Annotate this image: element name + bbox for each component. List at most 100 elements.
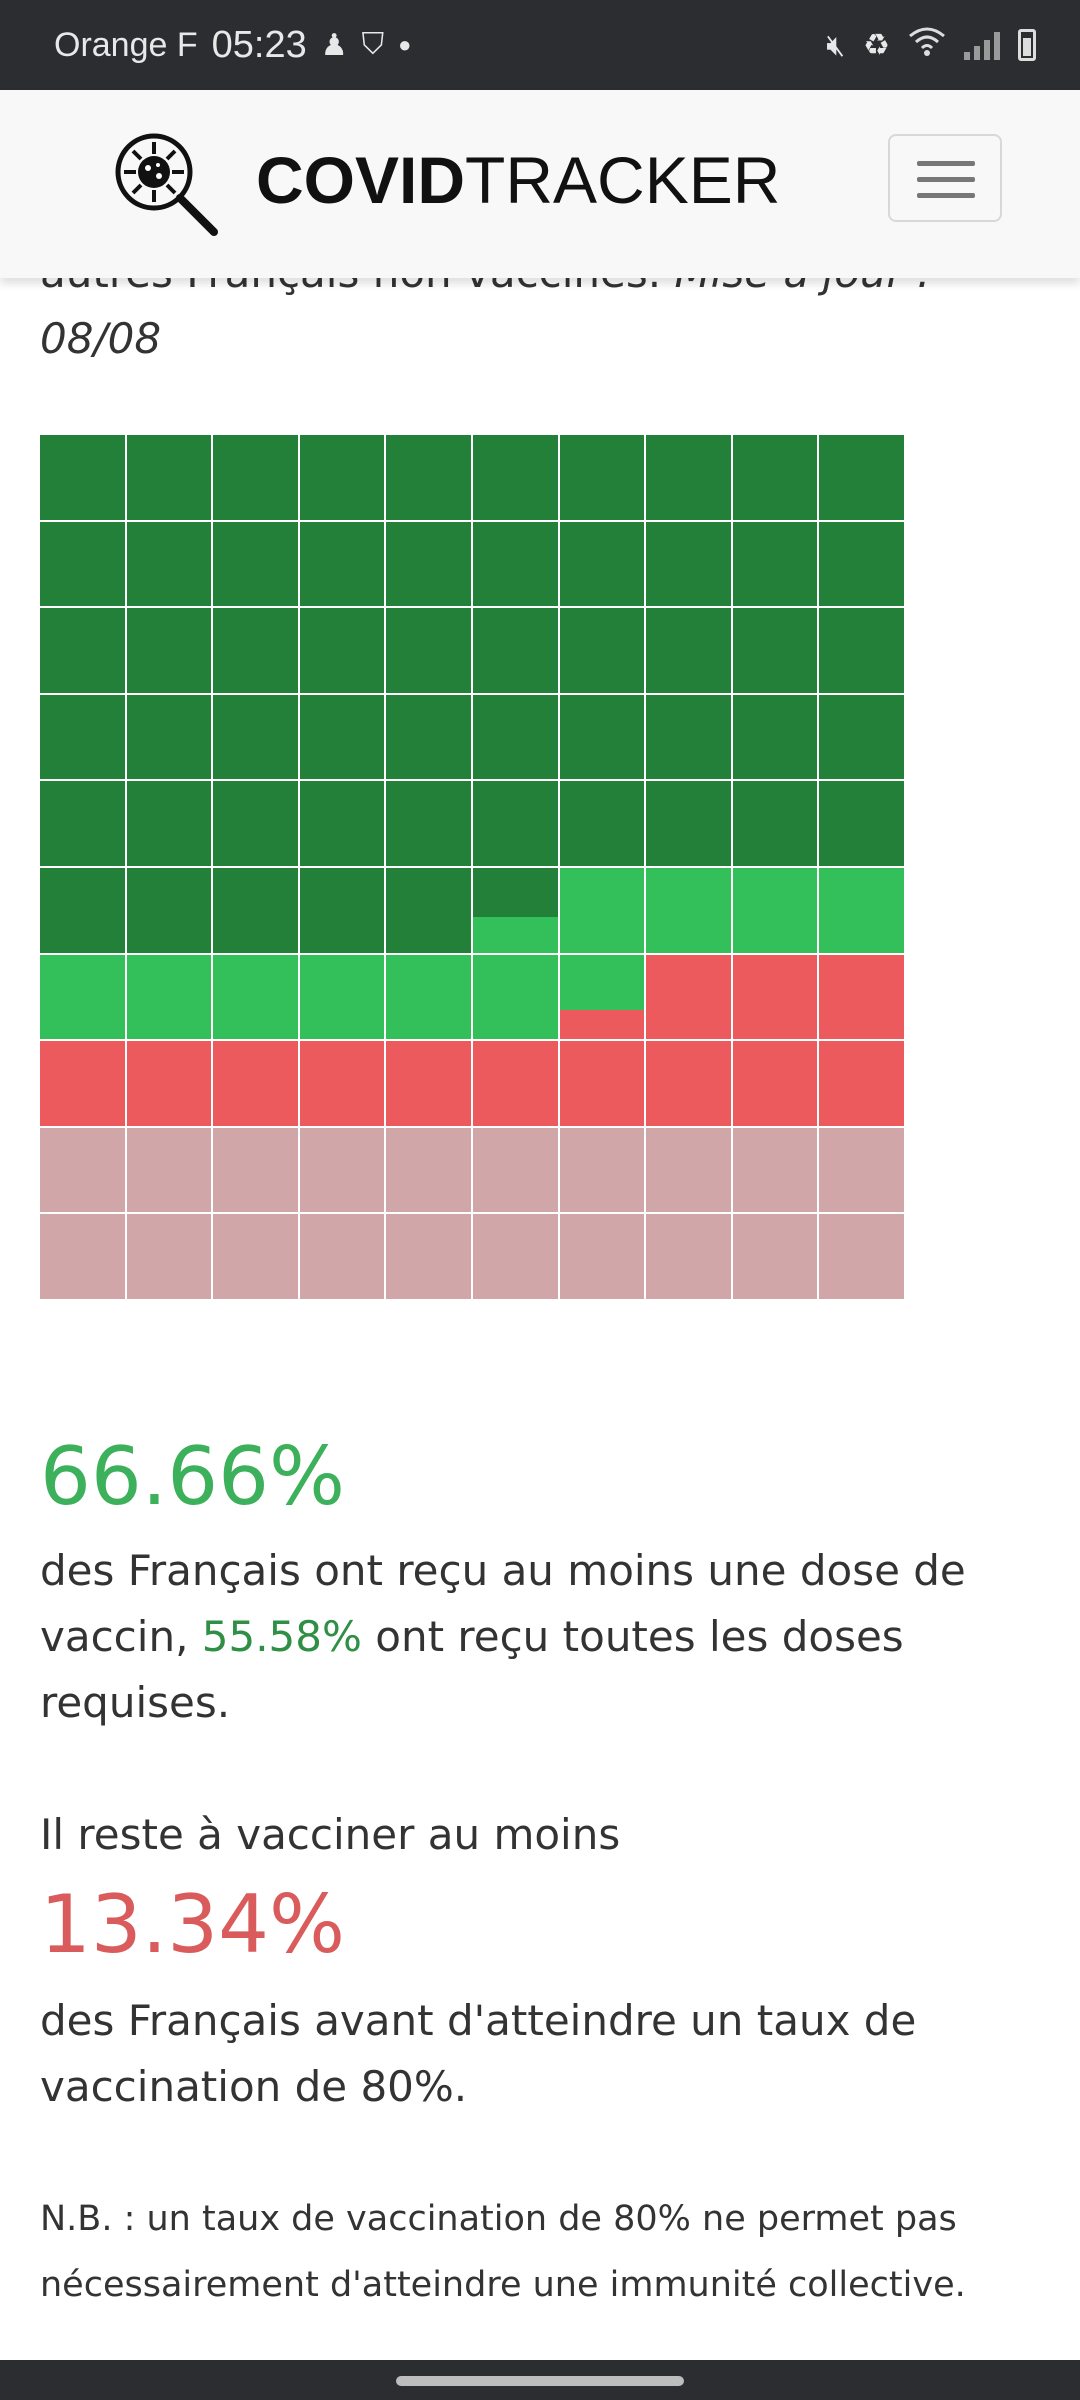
remaining-text: des Français avant d'atteindre un taux d…: [40, 1996, 917, 2111]
waffle-cell: [559, 1127, 645, 1213]
wifi-icon: [908, 26, 946, 64]
signal-icon: [964, 30, 1000, 60]
waffle-cell: [819, 781, 904, 866]
navbar: COVIDTRACKER: [0, 90, 1080, 278]
system-navigation-bar: [0, 2360, 1080, 2400]
waffle-cell: [732, 954, 818, 1040]
waffle-cell: [213, 954, 298, 1040]
waffle-cell: [299, 608, 385, 693]
dot-icon: ●: [398, 32, 412, 57]
notification-icon: ♟: [320, 28, 348, 62]
waffle-cell: [213, 781, 298, 866]
first-dose-text-after: ont reçu toutes les doses requises.: [40, 1612, 904, 1727]
carrier-label: Orange F: [54, 25, 198, 64]
waffle-cell: [472, 435, 558, 520]
waffle-cell: [646, 608, 731, 693]
waffle-cell-partial: [559, 1010, 645, 1040]
waffle-cell: [646, 435, 731, 520]
waffle-cell: [472, 781, 558, 866]
waffle-cell: [213, 867, 298, 953]
waffle-cell: [126, 694, 212, 780]
waffle-cell: [386, 1127, 471, 1213]
waffle-cell: [386, 1041, 471, 1126]
waffle-cell: [126, 954, 212, 1040]
footnote: N.B. : un taux de vaccination de 80% ne …: [40, 2199, 966, 2305]
waffle-cell: [819, 435, 904, 520]
waffle-cell: [299, 954, 385, 1040]
waffle-cell: [819, 1214, 904, 1299]
waffle-cell: [559, 1214, 645, 1299]
waffle-cell: [213, 1127, 298, 1213]
waffle-cell: [646, 1041, 731, 1126]
waffle-cell: [559, 867, 645, 953]
waffle-cell: [559, 694, 645, 780]
waffle-cell: [40, 1214, 125, 1299]
waffle-cell: [386, 781, 471, 866]
waffle-cell: [646, 781, 731, 866]
waffle-cell: [126, 1127, 212, 1213]
waffle-cell: [299, 694, 385, 780]
waffle-cell: [472, 521, 558, 607]
mute-icon: 🔇︎: [826, 27, 846, 63]
waffle-cell: [40, 867, 125, 953]
waffle-cell: [213, 608, 298, 693]
waffle-cell: [646, 867, 731, 953]
waffle-cell: [732, 1214, 818, 1299]
waffle-cell: [472, 694, 558, 780]
waffle-cell: [40, 694, 125, 780]
waffle-cell: [299, 781, 385, 866]
waffle-cell: [386, 867, 471, 953]
waffle-cell: [386, 954, 471, 1040]
battery-icon: [1018, 29, 1036, 61]
brand-title[interactable]: COVIDTRACKER: [256, 140, 780, 220]
brand-light: TRACKER: [465, 143, 781, 217]
status-bar: Orange F 05:23 ♟ ⛉ ● 🔇︎ ♻: [0, 0, 1080, 90]
waffle-cell: [559, 1041, 645, 1126]
first-dose-percent: 66.66%: [40, 1430, 346, 1523]
waffle-cell: [732, 521, 818, 607]
home-gesture-handle[interactable]: [396, 2376, 684, 2386]
waffle-cell: [299, 867, 385, 953]
waffle-cell: [213, 1041, 298, 1126]
waffle-cell: [299, 1214, 385, 1299]
clock: 05:23: [211, 23, 307, 66]
waffle-cell: [472, 954, 558, 1040]
waffle-cell: [646, 521, 731, 607]
waffle-cell: [559, 608, 645, 693]
waffle-cell: [732, 781, 818, 866]
waffle-cell: [472, 608, 558, 693]
waffle-cell: [819, 521, 904, 607]
first-dose-text: des Français ont reçu au moins une dose …: [40, 1538, 1040, 1736]
waffle-cell: [299, 521, 385, 607]
waffle-cell: [213, 694, 298, 780]
waffle-cell: [732, 1041, 818, 1126]
waffle-cell: [213, 521, 298, 607]
waffle-cell: [40, 608, 125, 693]
waffle-cell: [559, 781, 645, 866]
waffle-cell-partial: [472, 917, 558, 953]
waffle-cell: [819, 694, 904, 780]
vaccination-waffle-chart: [40, 435, 904, 1299]
waffle-cell: [819, 954, 904, 1040]
waffle-cell: [213, 1214, 298, 1299]
shield-icon: ⛉: [361, 28, 385, 61]
waffle-cell: [386, 694, 471, 780]
waffle-cell: [646, 1214, 731, 1299]
waffle-cell: [126, 781, 212, 866]
waffle-cell: [732, 1127, 818, 1213]
waffle-cell: [472, 867, 558, 953]
waffle-cell: [299, 1041, 385, 1126]
waffle-cell: [559, 521, 645, 607]
waffle-cell: [40, 781, 125, 866]
waffle-cell: [646, 1127, 731, 1213]
waffle-cell: [40, 435, 125, 520]
remaining-percent: 13.34%: [40, 1878, 346, 1971]
hamburger-menu-button[interactable]: [888, 134, 1002, 222]
waffle-cell: [386, 1214, 471, 1299]
waffle-cell: [126, 867, 212, 953]
virus-magnifier-icon[interactable]: [114, 132, 220, 238]
waffle-cell: [819, 1041, 904, 1126]
waffle-cell: [126, 521, 212, 607]
waffle-cell: [732, 694, 818, 780]
full-vaccination-percent: 55.58%: [201, 1612, 362, 1661]
